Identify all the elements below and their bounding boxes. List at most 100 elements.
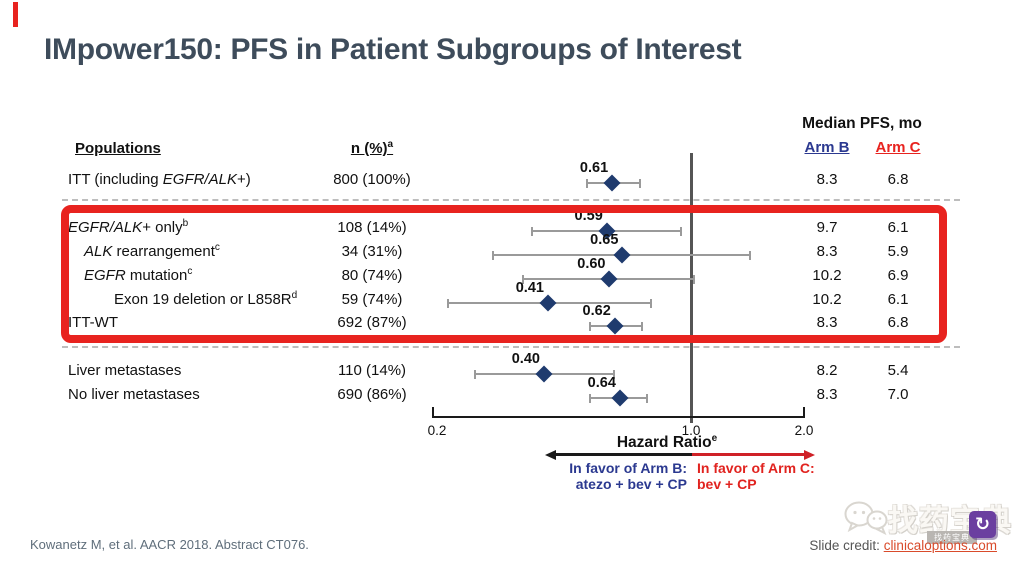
population-text: mutation [125,267,188,284]
population-label: EGFR/ALK+ onlyb [68,218,188,237]
hazard-ratio-reference-line [690,153,693,423]
population-text: EGFR/ALK [162,171,237,188]
column-header-n-text: n (%) [350,140,388,157]
arm-c-value: 6.9 [887,267,909,284]
x-axis-title-sup: e [711,432,718,444]
hr-label: 0.60 [577,256,606,272]
x-axis-ticklabel-0.2: 0.2 [427,423,447,438]
x-axis-title-text: Hazard Ratio [616,434,712,451]
population-superscript: d [291,290,298,301]
citation: Kowanetz M, et al. AACR 2018. Abstract C… [30,537,309,552]
population-text: ITT (including [68,171,163,188]
population-label: Exon 19 deletion or L858Rd [114,290,297,309]
slide-credit-link[interactable]: clinicaloptions.com [883,538,997,553]
population-text: Liver metastases [68,362,182,379]
population-text: ALK [84,243,113,260]
favor-arm-b-title: In favor of Arm B: [569,460,687,476]
population-text: EGFR [84,267,126,284]
population-text: No liver metastases [68,386,200,403]
ci-cap-high [639,178,642,188]
favor-arrowhead-right-icon [804,450,815,460]
n-value: 800 (100%) [333,171,411,188]
population-text: +) [236,171,251,188]
population-text: EGFR/ALK [68,219,143,236]
favor-arm-b-regimen: atezo + bev + CP [575,476,687,492]
hr-label: 0.40 [511,351,540,367]
hr-label: 0.65 [590,232,619,248]
arm-b-value: 8.3 [816,386,838,403]
ci-cap-low [589,321,592,331]
population-text: Exon 19 deletion or L858R [114,291,292,308]
ci-cap-high [680,226,683,236]
population-label: ITT (including EGFR/ALK+) [68,170,251,189]
page-title: IMpower150: PFS in Patient Subgroups of … [44,33,742,66]
population-label: ITT-WT [68,313,118,332]
n-value: 34 (31%) [341,243,403,260]
arm-c-value: 6.8 [887,314,909,331]
arm-b-value: 8.3 [816,171,838,188]
favor-arrowhead-left-icon [545,450,556,460]
arm-b-value: 10.2 [812,291,842,308]
favor-arm-c-label: In favor of Arm C: bev + CP [697,460,917,492]
favor-arm-c-regimen: bev + CP [697,476,757,492]
column-header-n: n (%)a [302,139,442,158]
hr-label: 0.61 [579,160,609,176]
arm-b-value: 10.2 [812,267,842,284]
x-axis-tick-right [803,407,805,416]
highlight-box [61,205,947,343]
arm-c-value: 6.1 [887,291,909,308]
x-axis-ticklabel-1.0: 1.0 [681,423,701,438]
n-value: 690 (86%) [337,386,407,403]
arm-b-value: 9.7 [816,219,838,236]
arm-b-value: 8.2 [816,362,838,379]
ci-cap-low [589,393,592,403]
x-axis-line [432,416,805,418]
hr-label: 0.64 [587,375,616,391]
hr-label: 0.62 [582,303,611,319]
ci-cap-high [645,393,648,403]
column-header-n-sup: a [387,139,394,150]
n-value: 110 (14%) [337,362,407,379]
n-value: 108 (14%) [337,219,407,236]
population-superscript: c [214,242,220,253]
slide-credit-label: Slide credit: [809,538,884,553]
population-text: + only [142,219,183,236]
column-header-median-pfs: Median PFS, mo [802,115,922,132]
favor-arrow-line-left [556,453,692,456]
ci-cap-high [612,369,615,379]
population-text: rearrangement [112,243,215,260]
ci-cap-high [649,298,652,308]
arm-c-value: 6.1 [887,219,909,236]
x-axis-tick-left [432,407,434,416]
arm-b-value: 8.3 [816,243,838,260]
n-value: 59 (74%) [341,291,403,308]
ci-cap-high [748,250,751,260]
ci-cap-low [474,369,477,379]
slide-credit: Slide credit: clinicaloptions.com [809,538,997,553]
x-axis-title: Hazard Ratioe [567,432,767,452]
column-header-arm-c: Arm C [875,139,921,156]
population-label: Liver metastases [68,361,181,380]
ci-cap-low [531,226,534,236]
n-value: 692 (87%) [337,314,407,331]
favor-arm-b-label: In favor of Arm B: atezo + bev + CP [487,460,687,492]
column-header-arm-b: Arm B [804,139,850,156]
arm-b-value: 8.3 [816,314,838,331]
watermark-logo: 找药宝典 找药宝典 ↻ [840,494,1011,548]
arm-c-value: 6.8 [887,171,909,188]
circular-arrow-icon: ↻ [969,511,996,538]
ci-cap-low [586,178,589,188]
arm-c-value: 5.4 [887,362,909,379]
arm-c-value: 7.0 [887,386,909,403]
ci-cap-high [641,321,644,331]
dashed-separator-top [62,199,960,201]
population-label: ALK rearrangementc [84,242,220,261]
ci-cap-high [693,274,696,284]
x-axis-ticklabel-2.0: 2.0 [794,423,814,438]
hr-label: 0.41 [515,280,544,296]
favor-arrow-line-right [692,453,804,456]
population-label: No liver metastases [68,385,200,404]
ci-cap-low [447,298,450,308]
